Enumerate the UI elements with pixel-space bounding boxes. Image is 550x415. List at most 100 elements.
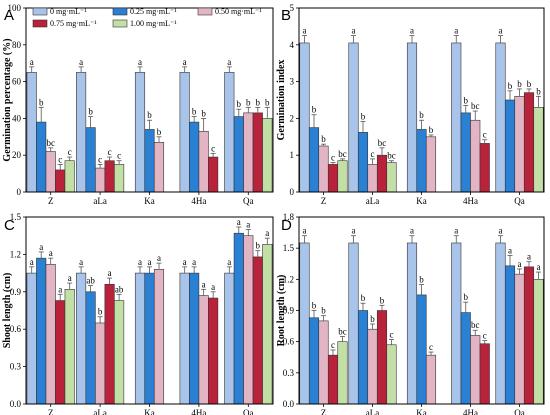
panel-letter: D — [281, 217, 292, 234]
bar — [134, 272, 146, 405]
significance-label: bc — [471, 320, 480, 330]
bar — [85, 127, 96, 193]
bar — [425, 136, 437, 193]
bar — [262, 118, 273, 193]
significance-label: a — [68, 273, 72, 283]
significance-label: a — [148, 257, 152, 267]
bar — [224, 72, 235, 193]
plot-frame — [298, 7, 545, 193]
bar — [470, 335, 481, 405]
bar — [45, 151, 56, 193]
significance-label: a — [352, 26, 356, 36]
bar — [224, 272, 235, 405]
significance-label: bc — [338, 149, 347, 159]
y-tick-label: 0.0 — [283, 399, 295, 409]
significance-label: a — [157, 253, 161, 263]
significance-label: a — [183, 57, 187, 67]
legend-swatch — [112, 19, 128, 28]
y-tick-label: 0.6 — [283, 337, 295, 347]
significance-label: a — [202, 279, 206, 289]
y-tick-label: 1.2 — [10, 249, 21, 259]
bar — [406, 242, 418, 405]
x-tick-label: aLa — [93, 408, 107, 415]
x-tick-label: aLa — [366, 196, 380, 206]
significance-label: a — [454, 26, 458, 36]
panel-letter: A — [4, 7, 14, 24]
significance-label: b — [508, 81, 513, 91]
y-tick-label: 80 — [12, 40, 22, 50]
bar — [386, 162, 397, 193]
plot-frame — [25, 216, 274, 405]
bar — [85, 291, 96, 405]
bar — [460, 312, 471, 405]
y-tick-label: 0.9 — [10, 287, 22, 297]
y-tick-label: 5 — [290, 3, 295, 13]
bar — [357, 310, 369, 405]
significance-label: a — [303, 26, 307, 36]
bar — [460, 112, 471, 193]
bar — [26, 272, 37, 405]
panel-letter: C — [4, 217, 15, 234]
bar — [533, 279, 544, 405]
significance-label: bc — [471, 101, 480, 111]
bar — [533, 107, 544, 193]
significance-label: a — [352, 226, 356, 236]
x-tick-label: Z — [321, 196, 327, 206]
bar — [376, 310, 388, 405]
bar — [327, 354, 339, 405]
y-tick-label: 0.3 — [10, 362, 22, 372]
y-tick-label: 0.6 — [10, 324, 22, 334]
significance-label: c — [68, 147, 72, 157]
plot-frame — [298, 216, 545, 405]
y-tick-label: 0.0 — [10, 399, 22, 409]
y-tick-label: 1.2 — [283, 274, 294, 284]
significance-label: b — [98, 307, 103, 317]
bar — [76, 72, 87, 193]
bar — [76, 272, 87, 405]
significance-label: a — [527, 252, 531, 262]
significance-label: b — [536, 86, 541, 96]
y-tick-label: 60 — [12, 77, 22, 87]
bar — [495, 42, 506, 193]
significance-label: b — [361, 111, 366, 121]
y-tick-label: 0.3 — [283, 368, 295, 378]
bar — [470, 119, 481, 193]
y-tick-label: 2 — [290, 113, 295, 123]
significance-label: b — [517, 79, 522, 89]
bar — [495, 242, 506, 405]
significance-label: c — [58, 154, 62, 164]
significance-label: b — [312, 301, 317, 311]
significance-label: b — [147, 110, 152, 120]
significance-label: b — [157, 127, 162, 137]
significance-label: c — [483, 331, 487, 341]
x-tick-label: Qa — [514, 196, 525, 206]
bar — [64, 160, 75, 193]
y-tick-label: 3 — [290, 77, 295, 87]
bar — [523, 266, 535, 405]
significance-label: b — [321, 134, 326, 144]
bar — [318, 145, 329, 193]
bar — [376, 154, 388, 193]
x-tick-label: Z — [48, 408, 54, 415]
bar — [367, 164, 378, 193]
significance-label: b — [201, 108, 206, 118]
bar — [104, 284, 115, 405]
bar — [367, 328, 378, 405]
x-tick-label: aLa — [93, 196, 107, 206]
y-tick-label: 1.5 — [283, 243, 295, 253]
significance-label: c — [117, 151, 121, 161]
legend: 0 mg·mL⁻¹ 0.25 mg·mL⁻¹ 0.50 mg·mL⁻¹ 0.75 mg… — [32, 7, 262, 28]
legend-label: 0.25 mg·mL⁻¹ — [130, 7, 177, 16]
bar — [243, 235, 254, 405]
significance-label: a — [537, 262, 541, 272]
bar — [386, 344, 397, 405]
significance-label: b — [464, 292, 469, 302]
significance-label: a — [508, 245, 512, 255]
significance-label: a — [58, 284, 62, 294]
legend-swatch — [112, 7, 128, 16]
significance-label: bc — [338, 326, 347, 336]
y-tick-label: 0.9 — [283, 306, 295, 316]
bar — [262, 244, 273, 405]
bar — [55, 169, 66, 193]
